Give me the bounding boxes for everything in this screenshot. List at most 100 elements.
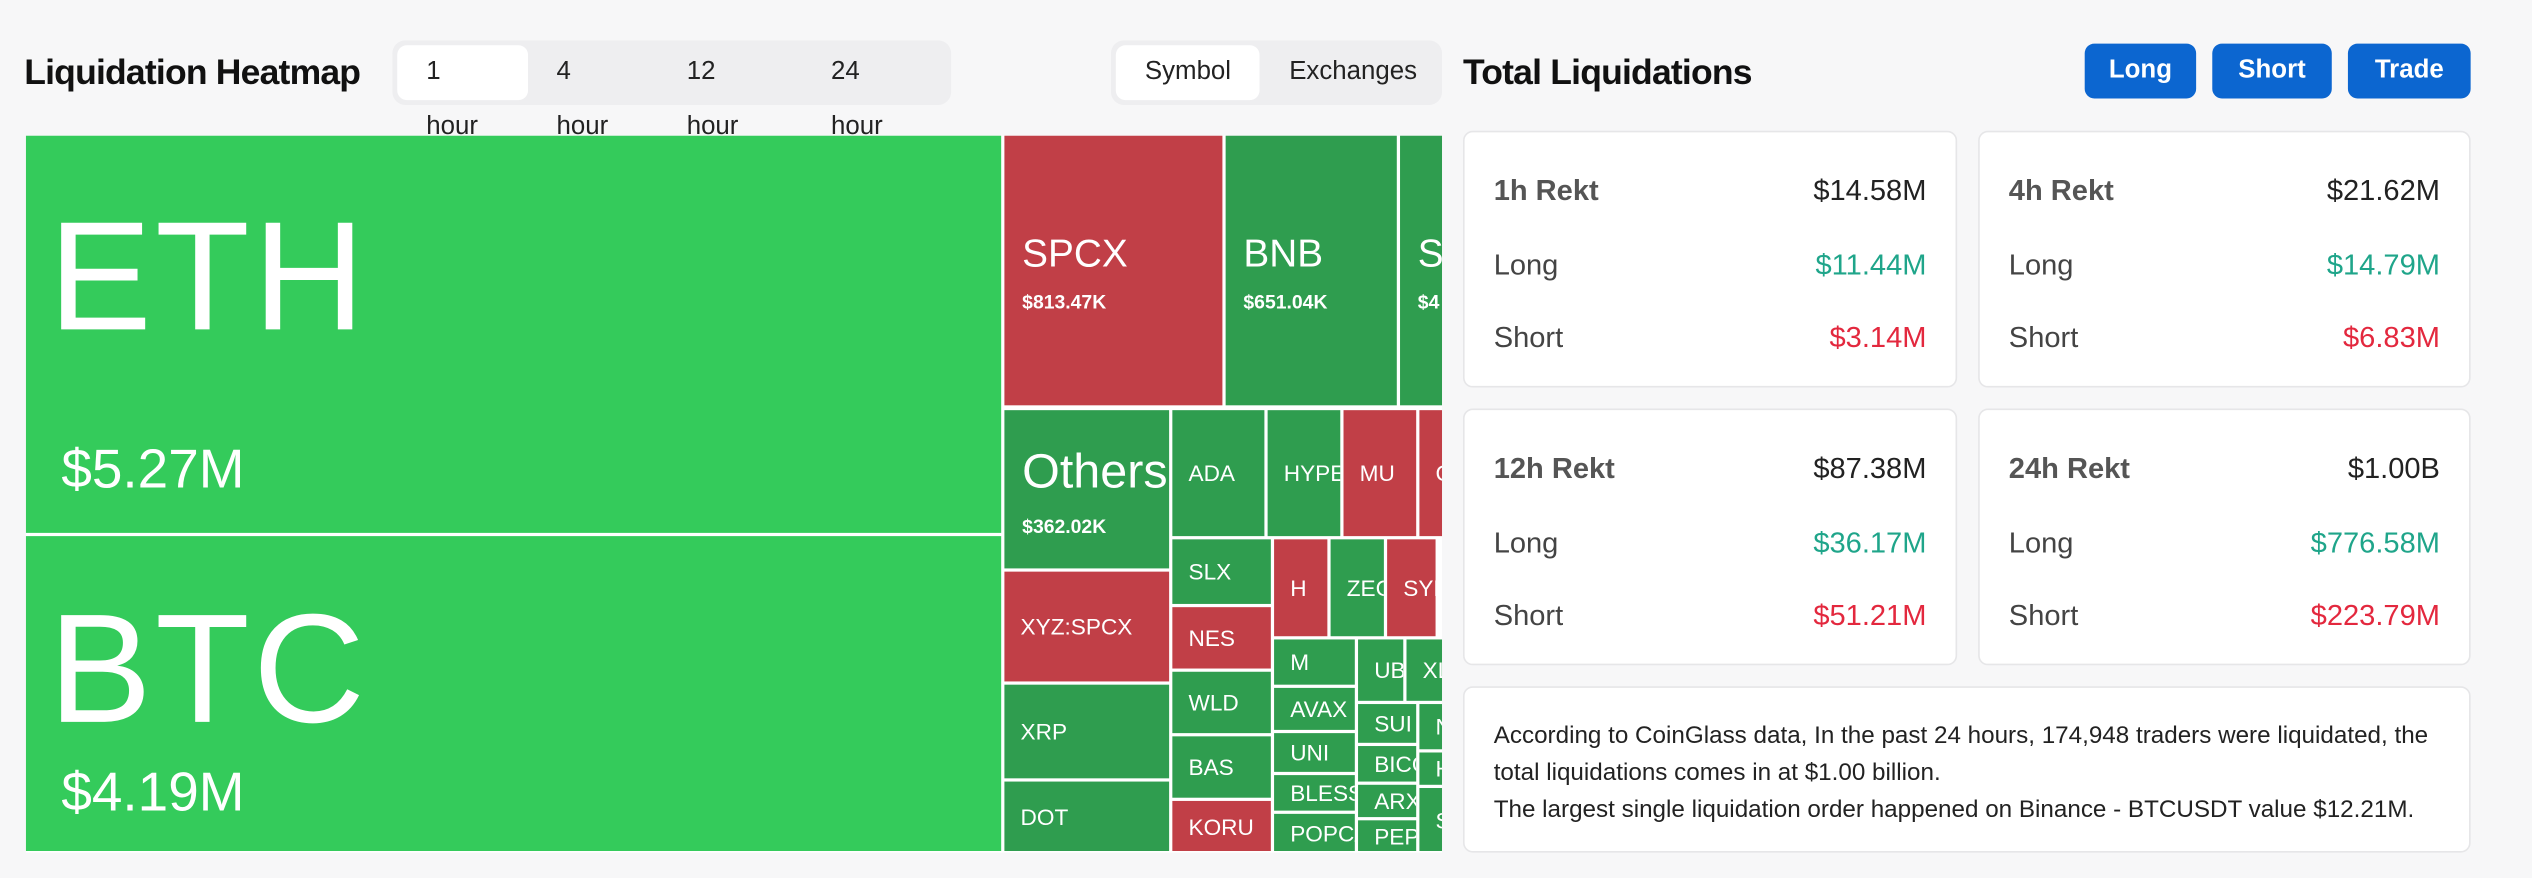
row-label: 4h Rekt — [2008, 174, 2114, 207]
button[interactable]: Short — [2212, 43, 2332, 99]
card-row: Short $223.79M — [2009, 599, 2440, 633]
heatmap-cell[interactable]: BLESS — [1274, 775, 1355, 811]
cell-symbol: AVAX — [1290, 695, 1348, 722]
cell-symbol: Others — [1022, 445, 1168, 499]
card-row: 1h Rekt $14.58M — [1494, 174, 1927, 208]
card-row: Short $6.83M — [2009, 321, 2440, 355]
card-row: Long $14.79M — [2009, 249, 2440, 283]
row-value: $14.79M — [2326, 248, 2440, 281]
time-tab[interactable]: 24 hour — [831, 58, 883, 141]
row-value: $6.83M — [2342, 321, 2440, 354]
view-tab[interactable]: Symbol — [1115, 45, 1261, 101]
cell-symbol: XRP — [1020, 718, 1068, 745]
heatmap-cell[interactable]: S $4 — [1400, 135, 1443, 406]
heatmap-cell[interactable]: UNI — [1274, 733, 1355, 772]
heatmap-cell[interactable]: ARX — [1358, 784, 1417, 818]
row-value: $223.79M — [2310, 599, 2440, 632]
cell-symbol: SYN — [1403, 574, 1435, 601]
heatmap-cell[interactable]: NES — [1172, 607, 1271, 669]
cell-symbol: BICO — [1374, 750, 1416, 777]
time-tab[interactable]: 1 hour — [397, 45, 528, 140]
heatmap-cell[interactable]: C — [1419, 410, 1443, 537]
view-tab[interactable]: Exchanges — [1289, 58, 1418, 86]
time-tabs: 1 hour 4 hour 12 hour 24 hour — [392, 40, 952, 141]
cell-symbol: MU — [1359, 460, 1395, 487]
heatmap-cell[interactable]: Others $362.02K — [1004, 410, 1170, 569]
button[interactable]: Trade — [2347, 43, 2471, 99]
heatmap-cell[interactable]: XRP — [1004, 684, 1170, 779]
heatmap-cell[interactable]: SP — [1419, 788, 1443, 851]
row-value: $21.62M — [2326, 174, 2440, 207]
cell-symbol: BNB — [1243, 232, 1324, 277]
heatmap-cell[interactable]: H — [1419, 752, 1443, 785]
row-value: $776.58M — [2310, 526, 2440, 559]
cell-symbol: BLESS — [1290, 779, 1355, 806]
button[interactable]: Long — [2084, 43, 2197, 99]
cell-symbol: UB — [1374, 657, 1404, 684]
heatmap-cell[interactable]: POPCA — [1274, 813, 1355, 851]
heatmap-cell[interactable]: SUI — [1358, 704, 1417, 743]
heatmap-cell[interactable]: MU — [1343, 410, 1417, 537]
heatmap-cell[interactable]: M — [1274, 639, 1355, 685]
cell-symbol: H — [1419, 756, 1442, 782]
heatmap-cell[interactable]: ETH $5.27M — [25, 135, 1002, 533]
cell-value: $5.27M — [61, 439, 245, 501]
heatmap-cell[interactable]: BNB $651.04K — [1225, 135, 1397, 406]
cell-symbol: ETH — [48, 190, 369, 364]
note-line: According to CoinGlass data, In the past… — [1493, 721, 2429, 787]
treemap: ETH $5.27M BTC $4.19M SPCX $813.47K BNB $651.04… — [25, 135, 1443, 853]
card-row: Short $3.14M — [1494, 321, 1927, 355]
cell-value: $4 — [1417, 290, 1440, 314]
cell-symbol: S — [1417, 232, 1443, 277]
cell-value: $813.47K — [1022, 290, 1107, 314]
cell-symbol: PEP — [1374, 822, 1417, 849]
heatmap-cell[interactable]: WLD — [1172, 671, 1271, 734]
row-label: Short — [2008, 321, 2079, 354]
heatmap-cell[interactable]: BAS — [1172, 736, 1271, 798]
heatmap-cell[interactable]: ZEC — [1330, 539, 1384, 637]
rekt-card: 1h Rekt $14.58M Long $11.44M Short $3.14M — [1463, 130, 1958, 388]
cell-symbol: KORU — [1188, 813, 1254, 839]
cell-symbol: DOT — [1020, 803, 1069, 830]
heatmap-cell[interactable]: PEP — [1358, 820, 1417, 851]
heatmap-cell[interactable]: HYPE — [1267, 410, 1341, 537]
row-label: Short — [1493, 599, 1564, 632]
rekt-card: 24h Rekt $1.00B Long $776.58M Short $223.79M — [1978, 408, 2471, 666]
row-value: $1.00B — [2347, 452, 2440, 485]
row-label: 12h Rekt — [1493, 452, 1615, 485]
heatmap-cell[interactable]: SYN — [1387, 539, 1436, 637]
rekt-card: 4h Rekt $21.62M Long $14.79M Short $6.83M — [1978, 130, 2471, 388]
heatmap-cell[interactable]: UB — [1358, 639, 1404, 701]
heatmap-cell[interactable]: AVAX — [1274, 687, 1355, 730]
cell-symbol: SP — [1419, 807, 1442, 833]
heatmap-cell[interactable]: BICO — [1358, 746, 1417, 782]
cell-symbol: BAS — [1188, 754, 1234, 780]
note: According to CoinGlass data, In the past… — [1463, 686, 2471, 853]
heatmap-cell[interactable]: DOT — [1004, 781, 1170, 851]
rekt-card: 12h Rekt $87.38M Long $36.17M Short $51.21M — [1463, 408, 1958, 666]
heatmap-cell[interactable]: SPCX $813.47K — [1004, 135, 1223, 406]
time-tab[interactable]: 4 hour — [556, 58, 609, 141]
view-tabs: Symbol Exchanges — [1110, 40, 1443, 105]
heatmap-cell[interactable]: XL — [1406, 639, 1443, 701]
heatmap-cell[interactable]: KORU — [1172, 800, 1271, 851]
cell-symbol: HYPE — [1283, 460, 1341, 487]
cell-symbol: ZEC — [1346, 574, 1384, 601]
row-value: $14.58M — [1813, 174, 1927, 207]
time-tab[interactable]: 12 hour — [686, 58, 739, 141]
heatmap-cell[interactable]: XYZ:SPCX — [1004, 571, 1170, 682]
card-row: 4h Rekt $21.62M — [2009, 174, 2440, 208]
cell-symbol: N — [1419, 714, 1442, 740]
heatmap-cell[interactable]: H — [1274, 539, 1328, 637]
row-value: $11.44M — [1815, 248, 1927, 281]
cell-value: $651.04K — [1243, 290, 1328, 314]
heatmap-cell[interactable]: BTC $4.19M — [25, 536, 1002, 851]
card-row: 24h Rekt $1.00B — [2009, 452, 2440, 486]
cell-symbol: BTC — [48, 582, 369, 756]
heatmap-title: Liquidation Heatmap — [24, 51, 361, 93]
cell-symbol: C — [1419, 460, 1442, 486]
heatmap-cell[interactable]: N — [1419, 704, 1443, 750]
heatmap-cell[interactable]: SLX — [1172, 539, 1271, 604]
row-value: $87.38M — [1813, 452, 1927, 485]
heatmap-cell[interactable]: ADA — [1172, 410, 1265, 537]
